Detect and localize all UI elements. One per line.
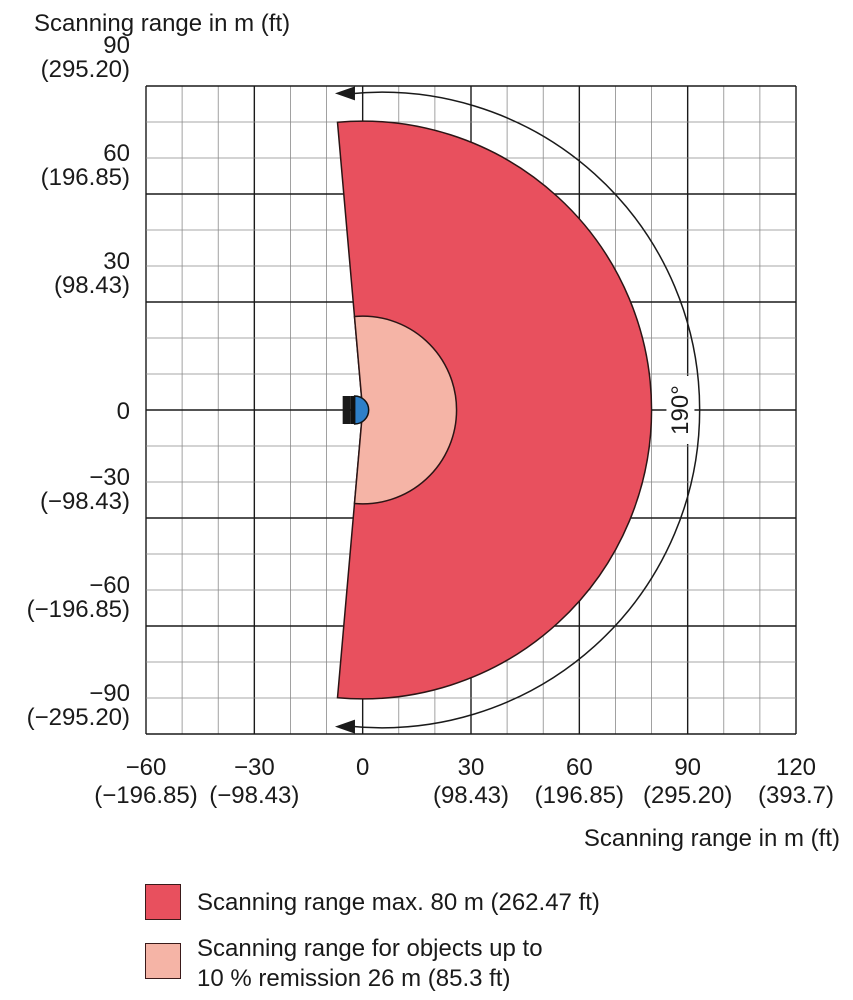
scanning-range-chart: Scanning range in m (ft) 190° 90(295.20)…: [27, 10, 840, 852]
y-tick-label-ft: (98.43): [54, 272, 130, 299]
scan-angle-arrow-bottom: [334, 719, 355, 734]
x-tick-label-ft: (393.7): [758, 782, 834, 809]
x-axis-ticks: −60(−196.85) −30(−98.43) 0 30(98.43) 60(196.…: [94, 754, 834, 809]
x-tick-label-m: 30: [458, 754, 485, 781]
y-tick-label-ft: (196.85): [41, 164, 130, 191]
y-tick-label-ft: (−98.43): [40, 488, 130, 515]
scan-angle-arc: [348, 91, 701, 729]
remission-range-field: [353, 315, 458, 505]
legend-label-remission-line1: Scanning range for objects up to: [197, 935, 543, 962]
x-tick-label-m: −60: [126, 754, 167, 781]
x-tick-label-m: 120: [776, 754, 816, 781]
y-axis-ticks: 90(295.20) 60(196.85) 30(98.43) 0 −30(−98.43…: [27, 32, 130, 731]
scan-angle-label: 190°: [667, 385, 694, 435]
y-tick-label-ft: (−196.85): [27, 596, 130, 623]
x-tick-label-ft: (98.43): [433, 782, 509, 809]
x-tick-label-ft: (−196.85): [94, 782, 197, 809]
y-tick-label-m: 30: [103, 248, 130, 275]
scan-angle-arrow-top: [334, 86, 355, 101]
legend-label-remission-line2: 10 % remission 26 m (85.3 ft): [197, 965, 511, 992]
x-tick-label-m: 90: [674, 754, 701, 781]
laser-scanner-icon: [342, 395, 370, 425]
chart-title: Scanning range in m (ft): [34, 10, 290, 37]
x-tick-label-m: 60: [566, 754, 593, 781]
x-tick-label-ft: (295.20): [643, 782, 732, 809]
x-tick-label-m: 0: [356, 754, 369, 781]
legend-label-max-range: Scanning range max. 80 m (262.47 ft): [197, 889, 600, 916]
y-tick-label-m: −30: [89, 464, 130, 491]
y-tick-label-m: −60: [89, 572, 130, 599]
x-tick-label-ft: (−98.43): [209, 782, 299, 809]
y-tick-label-m: 0: [117, 398, 130, 425]
sensor-lens: [353, 395, 370, 425]
x-tick-label-m: −30: [234, 754, 275, 781]
sensor-body: [350, 396, 355, 424]
sensor-body: [342, 396, 351, 424]
y-tick-label-m: −90: [89, 680, 130, 707]
legend-swatch-max-range: [145, 884, 181, 920]
y-tick-label-m: 90: [103, 32, 130, 59]
y-tick-label-ft: (−295.20): [27, 704, 130, 731]
scan-angle-label-bg: [666, 376, 695, 444]
y-tick-label-m: 60: [103, 140, 130, 167]
x-tick-label-ft: (196.85): [535, 782, 624, 809]
x-axis-title: Scanning range in m (ft): [584, 825, 840, 852]
max-range-field: [336, 120, 653, 700]
y-tick-label-ft: (295.20): [41, 56, 130, 83]
legend-swatch-remission-range: [145, 943, 181, 979]
